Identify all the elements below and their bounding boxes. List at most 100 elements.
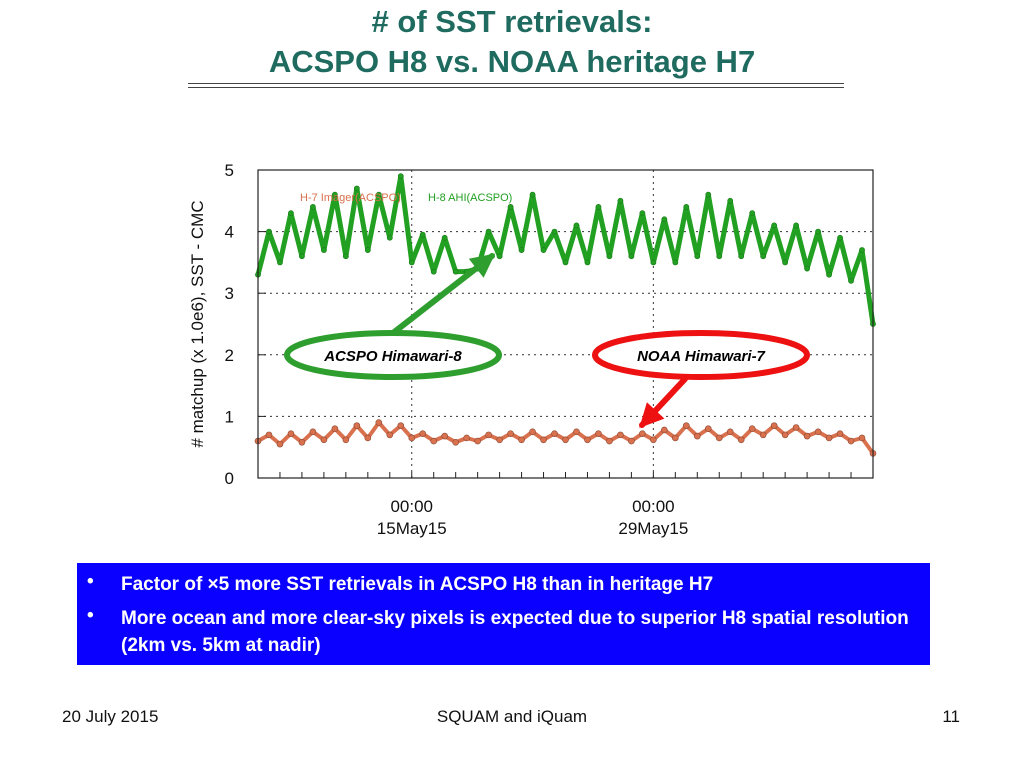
data-point: [452, 438, 459, 446]
data-point: [639, 430, 646, 437]
xtick-label-time: 00:00: [632, 497, 675, 516]
data-point: [496, 436, 503, 444]
data-point: [452, 268, 459, 275]
data-point: [584, 436, 591, 444]
data-point: [683, 422, 690, 429]
data-point: [584, 259, 591, 266]
data-point: [265, 431, 273, 439]
bullet-marker: •: [87, 571, 94, 592]
data-point: [320, 247, 327, 253]
data-point: [408, 259, 415, 266]
data-point: [441, 234, 448, 241]
data-point: [331, 191, 338, 198]
footer-title: SQUAM and iQuam: [436, 707, 588, 726]
ytick-label: 4: [225, 223, 234, 242]
data-point: [430, 437, 438, 445]
bullet-marker: •: [87, 605, 94, 626]
data-point: [309, 428, 317, 436]
data-point: [858, 434, 866, 442]
data-point: [276, 440, 284, 448]
title-line-1: # of SST retrievals:: [371, 4, 653, 39]
annotation-arrow: [390, 253, 495, 336]
data-point: [298, 438, 306, 446]
data-point: [759, 431, 767, 439]
data-point: [419, 231, 426, 238]
data-point: [704, 425, 712, 433]
data-point: [375, 191, 382, 198]
footer-date: 20 July 2015: [62, 707, 159, 726]
data-point: [672, 259, 679, 266]
data-point: [639, 210, 646, 217]
data-point: [573, 428, 580, 436]
data-point: [815, 228, 821, 235]
data-point: [848, 277, 854, 284]
xtick-label-date: 15May15: [377, 519, 447, 538]
data-point: [847, 437, 855, 445]
slide-number: 11: [942, 707, 960, 726]
annotation-label: ACSPO Himawari-8: [323, 348, 462, 365]
data-point: [310, 204, 316, 210]
data-point: [617, 431, 624, 439]
data-point: [320, 436, 328, 444]
data-point: [606, 253, 613, 260]
data-point: [419, 430, 427, 437]
data-point: [737, 436, 745, 444]
data-point: [727, 197, 734, 204]
data-point: [507, 430, 514, 437]
data-point: [397, 173, 404, 180]
data-point: [540, 436, 547, 444]
data-point: [705, 191, 712, 198]
legend-entry: H-8 AHI(ACSPO): [428, 192, 512, 204]
data-point: [792, 424, 800, 431]
data-point: [463, 434, 470, 442]
data-point: [562, 436, 569, 444]
y-axis-label: # matchup (x 1.0e6), SST - CMC: [188, 200, 207, 447]
xtick-label-date: 29May15: [618, 519, 688, 538]
data-point: [683, 204, 690, 210]
matchup-chart: 0 1 2 3 4 5 00:00 15May15 00:00 29May15 # matchup …: [188, 161, 877, 538]
data-point: [837, 234, 843, 241]
data-point: [397, 422, 405, 429]
data-point: [693, 432, 701, 440]
data-point: [793, 222, 800, 229]
bullet-text-1: Factor of ×5 more SST retrievals in ACSP…: [121, 574, 714, 595]
data-point: [825, 434, 833, 442]
data-point: [474, 437, 481, 445]
data-point: [386, 234, 393, 241]
annotation-label: NOAA Himawari-7: [637, 348, 765, 365]
data-point: [770, 422, 778, 429]
data-point: [726, 428, 734, 436]
data-point: [814, 428, 822, 436]
data-point: [540, 247, 547, 253]
bullet-box: • Factor of ×5 more SST retrievals in AC…: [77, 563, 930, 665]
ytick-label: 1: [225, 407, 234, 426]
data-point: [595, 430, 602, 437]
annotation-arrowhead: [468, 253, 496, 278]
data-point: [529, 428, 536, 436]
data-point: [836, 430, 844, 437]
ytick-label: 2: [225, 346, 234, 365]
data-point: [715, 434, 723, 442]
legend-entry: H-7 Imager(ACSPO): [300, 192, 401, 204]
data-point: [518, 247, 525, 253]
ytick-label: 0: [225, 469, 234, 488]
data-point: [408, 434, 416, 442]
data-point: [595, 204, 602, 210]
data-point: [562, 259, 569, 266]
data-point: [375, 419, 383, 426]
data-point: [804, 265, 811, 272]
data-point: [287, 430, 295, 437]
data-point: [518, 436, 525, 444]
data-point: [529, 191, 536, 198]
data-point: [738, 253, 745, 260]
data-point: [551, 430, 558, 437]
xtick-label-time: 00:00: [390, 497, 433, 516]
data-point: [277, 259, 283, 266]
data-point: [749, 210, 756, 217]
data-point: [364, 247, 371, 253]
data-point: [617, 197, 624, 204]
data-point: [551, 228, 558, 235]
data-point: [716, 253, 723, 260]
data-point: [485, 431, 492, 439]
data-point: [386, 431, 394, 439]
